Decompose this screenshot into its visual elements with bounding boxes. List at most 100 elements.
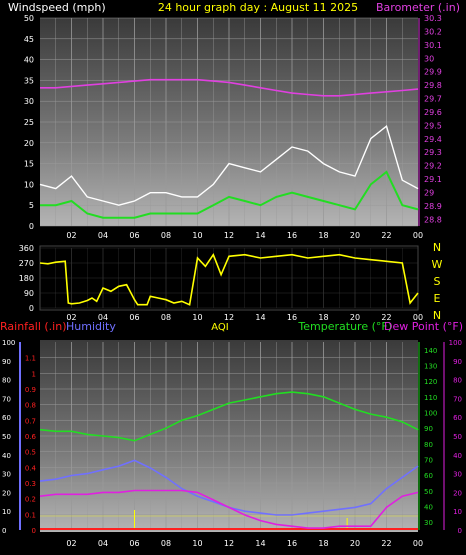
y-left-tick-label: 20 — [24, 139, 34, 148]
direction-tick-label: 360 — [19, 244, 34, 253]
dew-point-tick-label: 70 — [453, 395, 462, 403]
humidity-tick-label: 30 — [2, 471, 11, 479]
x-tick-label: 06 — [129, 231, 139, 240]
y-right-tick-label: 29 — [424, 188, 434, 197]
x-tick-label: 14 — [255, 231, 265, 240]
compass-label: N — [433, 241, 441, 254]
dew-point-tick-label: 20 — [453, 489, 462, 497]
humidity-label: Humidity — [66, 320, 116, 333]
humidity-tick-label: 0 — [2, 527, 6, 535]
temperature-label: Temperature (°F) — [297, 320, 392, 333]
x-tick-label: 06 — [129, 313, 139, 322]
humidity-tick-label: 60 — [2, 414, 11, 422]
dew-point-tick-label: 90 — [453, 358, 462, 366]
y-right-tick-label: 29.9 — [424, 68, 442, 77]
x-tick-label: 14 — [255, 313, 265, 322]
dew-point-tick-label: 100 — [449, 339, 462, 347]
direction-tick-label: 180 — [19, 274, 34, 283]
y-left-tick-label: 25 — [24, 118, 34, 127]
x-tick-label: 10 — [192, 231, 202, 240]
y-right-tick-label: 29.8 — [424, 81, 442, 90]
humidity-tick-label: 100 — [2, 339, 15, 347]
dew-point-tick-label: 60 — [453, 414, 462, 422]
direction-tick-label: 0 — [29, 304, 34, 313]
y-right-tick-label: 30 — [424, 54, 434, 63]
temperature-line — [39, 391, 419, 442]
dew-point-label: Dew Point (°F) — [384, 320, 463, 333]
wind-gust-line — [39, 125, 419, 206]
y-left-tick-label: 50 — [24, 14, 34, 23]
y-left-tick-label: 5 — [29, 201, 34, 210]
rainfall-tick-label: 0.9 — [25, 386, 36, 394]
temperature-tick-label: 120 — [424, 378, 437, 386]
rainfall-tick-label: 1 — [32, 370, 36, 378]
x-tick-label: 14 — [255, 539, 265, 548]
rainfall-label: Rainfall (.in) — [0, 320, 67, 333]
temperature-tick-label: 130 — [424, 363, 437, 371]
x-tick-label: 00 — [413, 539, 423, 548]
x-tick-label: 12 — [224, 313, 234, 322]
temperature-tick-label: 140 — [424, 347, 437, 355]
x-tick-label: 20 — [350, 313, 360, 322]
x-tick-label: 10 — [192, 313, 202, 322]
y-left-tick-label: 40 — [24, 56, 34, 65]
dew-point-tick-label: 80 — [453, 377, 462, 385]
wind-ticks: 0 5 10 15 20 25 30 35 40 45 50 28.8 28.9 29 29.1 29.2 29… — [24, 14, 442, 240]
x-tick-label: 16 — [287, 539, 297, 548]
x-tick-label: 18 — [318, 539, 328, 548]
rainfall-tick-label: 1.1 — [25, 355, 36, 363]
x-tick-label: 20 — [350, 231, 360, 240]
rainfall-tick-label: 0.2 — [25, 496, 36, 504]
rainfall-tick-label: 0.4 — [25, 464, 37, 472]
y-left-tick-label: 45 — [24, 35, 34, 44]
temp-series — [39, 391, 419, 530]
dew-point-tick-label: 0 — [458, 527, 462, 535]
compass-label: E — [434, 292, 441, 305]
x-tick-label: 04 — [98, 539, 108, 548]
aqi-label: AQI — [211, 322, 229, 333]
y-right-tick-label: 28.8 — [424, 215, 442, 224]
barometer-line — [40, 78, 419, 97]
x-tick-label: 20 — [350, 539, 360, 548]
y-right-tick-label: 28.9 — [424, 202, 442, 211]
x-tick-label: 04 — [98, 313, 108, 322]
temp-grid — [40, 342, 418, 531]
humidity-tick-label: 80 — [2, 377, 11, 385]
x-tick-label: 18 — [318, 313, 328, 322]
rainfall-tick-label: 0.1 — [25, 511, 36, 519]
temperature-tick-label: 90 — [424, 425, 433, 433]
x-tick-label: 02 — [66, 313, 76, 322]
temperature-tick-label: 70 — [424, 457, 433, 465]
y-left-tick-label: 10 — [24, 180, 34, 189]
x-tick-label: 10 — [192, 539, 202, 548]
x-tick-label: 12 — [224, 231, 234, 240]
rainfall-tick-label: 0.8 — [25, 402, 36, 410]
humidity-tick-label: 90 — [2, 358, 11, 366]
x-tick-label: 02 — [66, 539, 76, 548]
temperature-tick-label: 110 — [424, 394, 437, 402]
y-right-tick-label: 29.5 — [424, 121, 442, 130]
temperature-tick-label: 60 — [424, 472, 433, 480]
x-tick-label: 04 — [98, 231, 108, 240]
x-tick-label: 22 — [381, 313, 391, 322]
temperature-tick-label: 50 — [424, 488, 433, 496]
direction-tick-label: 90 — [24, 289, 34, 298]
y-left-tick-label: 0 — [29, 222, 34, 231]
rainfall-tick-label: 0.7 — [25, 417, 36, 425]
x-tick-label: 00 — [413, 231, 423, 240]
humidity-tick-label: 20 — [2, 489, 11, 497]
dew-point-tick-label: 30 — [453, 471, 462, 479]
rainfall-tick-label: 0.6 — [25, 433, 37, 441]
x-tick-label: 06 — [129, 539, 139, 548]
compass-label: N — [433, 309, 441, 322]
x-tick-label: 22 — [381, 539, 391, 548]
barometer-axis-label: Barometer (.in) — [376, 1, 460, 14]
direction-series — [39, 252, 419, 306]
y-right-tick-label: 29.2 — [424, 162, 442, 171]
direction-tick-label: 270 — [19, 259, 34, 268]
dew-point-line — [39, 489, 419, 529]
x-tick-label: 00 — [413, 313, 423, 322]
humidity-tick-label: 70 — [2, 395, 11, 403]
humidity-tick-label: 40 — [2, 452, 11, 460]
